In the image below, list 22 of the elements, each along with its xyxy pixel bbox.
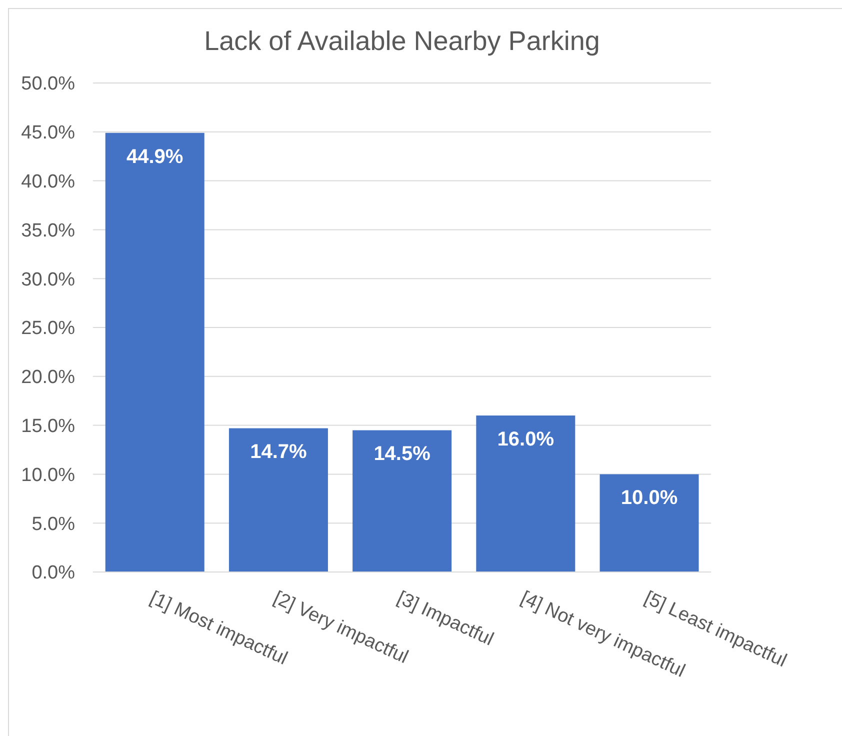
y-tick-label: 0.0% xyxy=(32,562,76,584)
bar xyxy=(600,474,699,572)
bar xyxy=(228,428,328,572)
y-tick-label: 40.0% xyxy=(21,172,76,193)
y-tick-label: 30.0% xyxy=(21,269,76,290)
y-tick-label: 35.0% xyxy=(21,220,76,242)
y-tick-label: 10.0% xyxy=(21,464,76,486)
y-tick-label: 20.0% xyxy=(21,367,76,388)
y-tick-label: 50.0% xyxy=(21,74,76,95)
chart-title: Lack of Available Nearby Parking xyxy=(203,26,601,57)
bar xyxy=(105,132,204,572)
bar xyxy=(476,416,576,572)
y-tick-label: 25.0% xyxy=(21,318,76,340)
data-label: 14.5% xyxy=(374,443,431,466)
data-label: 14.7% xyxy=(250,441,308,464)
y-tick-label: 15.0% xyxy=(21,416,76,438)
y-tick-label: 45.0% xyxy=(21,122,76,144)
y-tick-label: 5.0% xyxy=(32,514,76,535)
bar xyxy=(352,430,452,572)
data-label: 16.0% xyxy=(497,428,554,451)
data-label: 10.0% xyxy=(620,487,678,510)
data-label: 44.9% xyxy=(126,146,184,168)
